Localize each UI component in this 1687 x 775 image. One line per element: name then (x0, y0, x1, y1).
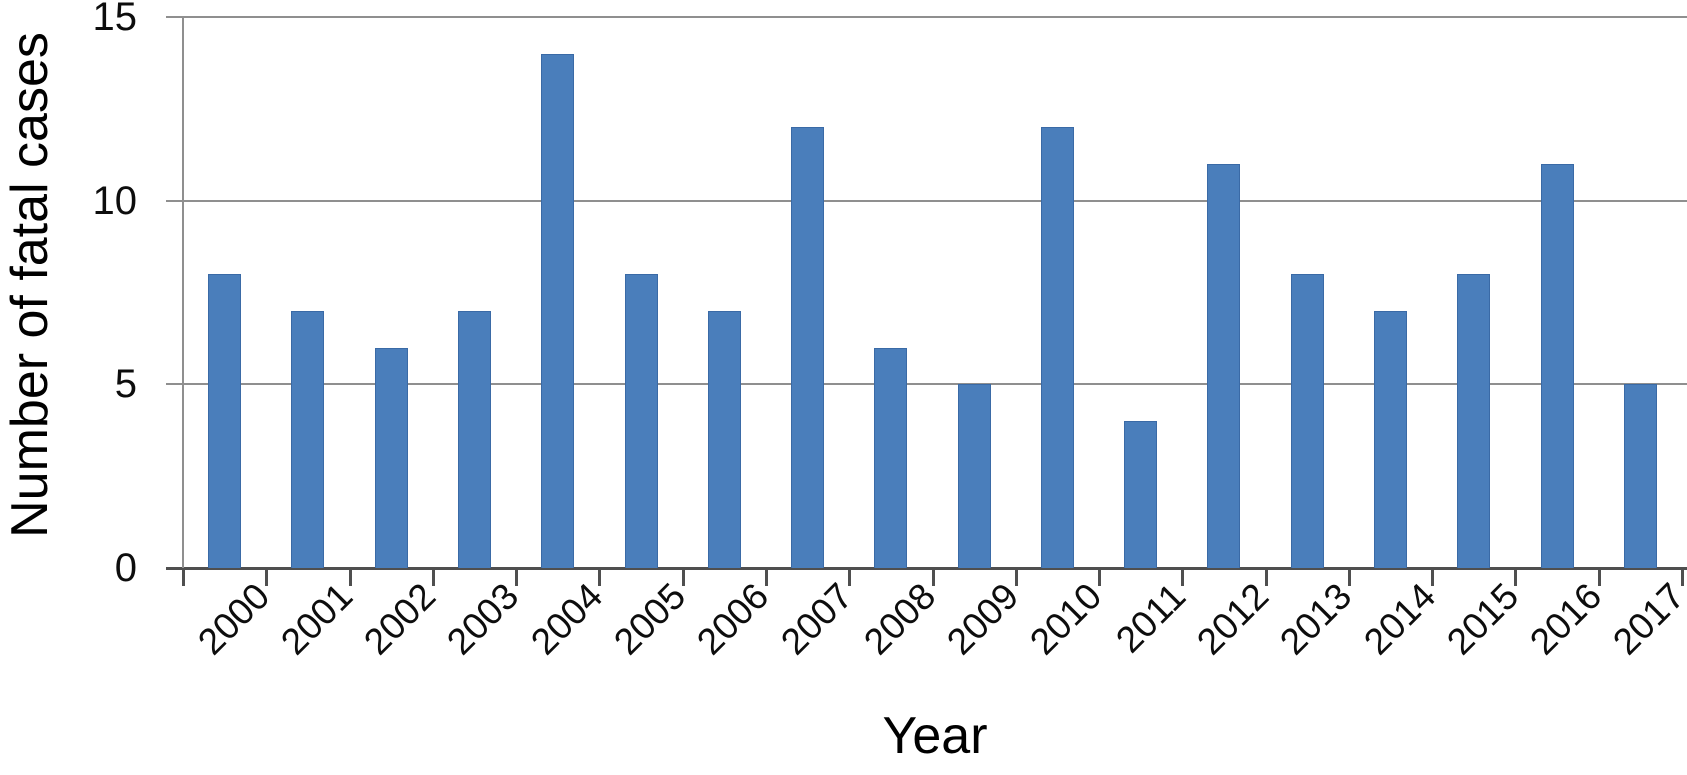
x-tick-mark (1014, 568, 1018, 586)
x-tick-mark (348, 568, 352, 586)
bar-2016 (1540, 163, 1574, 568)
x-tick-mark (515, 568, 519, 586)
gridline (183, 383, 1687, 386)
x-tick-mark (1514, 568, 1518, 586)
x-tick-mark (265, 568, 269, 586)
bar-2010 (1040, 127, 1074, 568)
bar-2002 (374, 347, 408, 568)
bar-2009 (957, 384, 991, 568)
bar-2008 (874, 347, 908, 568)
bar-2017 (1623, 384, 1657, 568)
y-tick-mark (166, 383, 183, 386)
y-tick-label: 10 (92, 178, 138, 223)
bar-2004 (541, 53, 575, 568)
x-tick-mark (931, 568, 935, 586)
y-tick-label: 5 (114, 362, 137, 407)
bar-2007 (791, 127, 825, 568)
bar-2001 (291, 310, 325, 568)
x-tick-mark (598, 568, 602, 586)
x-tick-mark (431, 568, 435, 586)
x-tick-mark (848, 568, 852, 586)
x-tick-mark (1431, 568, 1435, 586)
bar-2011 (1124, 421, 1158, 568)
x-tick-mark (1681, 568, 1684, 586)
y-axis-line (182, 17, 184, 586)
bar-2012 (1207, 163, 1241, 568)
x-axis-title: Year (882, 707, 988, 765)
x-tick-mark (182, 568, 185, 586)
x-tick-mark (1597, 568, 1601, 586)
x-tick-mark (764, 568, 768, 586)
gridline (183, 199, 1687, 202)
y-tick-mark (166, 16, 183, 18)
x-tick-mark (1264, 568, 1268, 586)
x-axis-line (166, 567, 1687, 570)
x-tick-mark (1181, 568, 1185, 586)
bar-2003 (457, 310, 491, 568)
bar-2005 (624, 274, 658, 568)
bar-2014 (1374, 310, 1408, 568)
bar-2015 (1457, 274, 1491, 568)
bar-2000 (208, 274, 242, 568)
y-tick-label: 0 (114, 546, 137, 590)
gridline (183, 16, 1687, 18)
bar-2006 (707, 310, 741, 568)
x-tick-mark (1098, 568, 1102, 586)
x-tick-mark (681, 568, 685, 586)
x-tick-mark (1347, 568, 1351, 586)
bar-2013 (1290, 274, 1324, 568)
y-tick-mark (166, 199, 183, 202)
y-tick-label: 15 (92, 0, 138, 39)
